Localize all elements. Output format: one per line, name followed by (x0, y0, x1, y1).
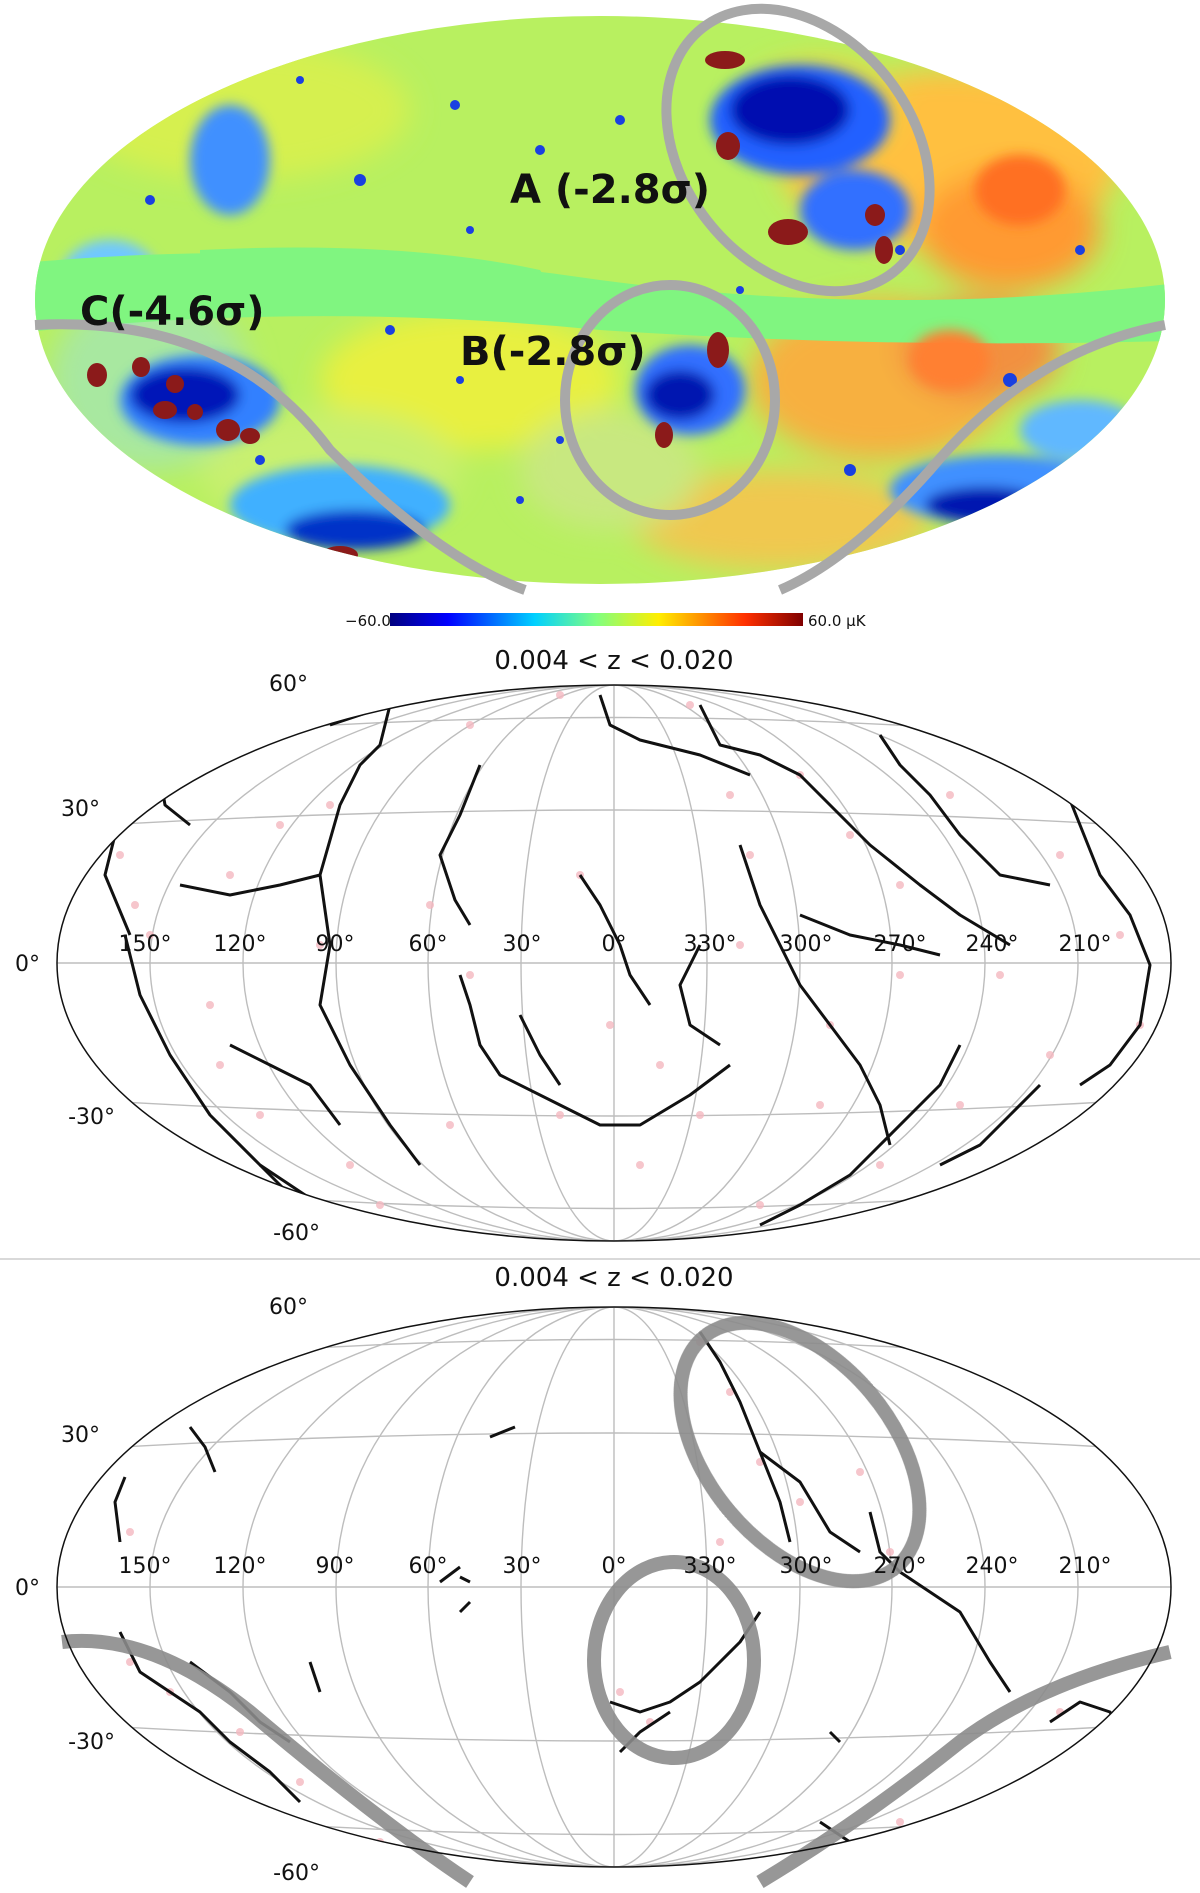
graticule (57, 685, 1171, 1241)
masked-graticule (57, 1307, 1171, 1867)
region-a-contour (661, 3, 935, 297)
lon-tick-330: 330° (684, 932, 737, 957)
masked-map-boundary (56, 1306, 1172, 1868)
masked-lat-tick-minus-60: -60° (273, 1861, 320, 1886)
lat-tick-30: 30° (61, 797, 100, 822)
lon-tick-120: 120° (214, 932, 267, 957)
lon-tick-60: 60° (409, 932, 448, 957)
masked-lon-tick-120: 120° (214, 1554, 267, 1579)
masked-lon-tick-150: 150° (119, 1554, 172, 1579)
masked-lat-tick-30: 30° (61, 1423, 100, 1448)
region-c-contour-west (34, 319, 527, 595)
lon-tick-90: 90° (316, 932, 355, 957)
mask-region-c-east (756, 1645, 1172, 1889)
masked-lon-tick-270: 270° (874, 1554, 927, 1579)
cmb-temperature-map-panel: A (-2.8σ) B(-2.8σ) C(-4.6σ) −60.0 60.0 μ… (0, 0, 1200, 645)
cmb-temperature-map: A (-2.8σ) B(-2.8σ) C(-4.6σ) −60.0 60.0 μ… (34, 3, 1166, 630)
masked-lon-tick-30: 30° (503, 1554, 542, 1579)
lat-tick-0: 0° (15, 952, 40, 977)
lat-tick-60: 60° (269, 672, 308, 697)
masked-lon-tick-240: 240° (966, 1554, 1019, 1579)
lat-tick-minus-30: -30° (68, 1105, 115, 1130)
masked-lon-tick-90: 90° (316, 1554, 355, 1579)
masked-filament-map: 0.004 < z < 0.020 (15, 1263, 1172, 1889)
region-c-contour-east (778, 320, 1166, 595)
mask-region-c-west (61, 1633, 474, 1888)
map-boundary (56, 684, 1172, 1242)
masked-lon-tick-60: 60° (409, 1554, 448, 1579)
colorbar-min-label: −60.0 (345, 612, 391, 630)
colorbar-max-label: 60.0 μK (808, 612, 867, 630)
mask-region-b (587, 1555, 761, 1765)
lon-tick-0: 0° (602, 932, 627, 957)
region-c-label: C(-4.6σ) (80, 289, 265, 335)
region-a-label: A (-2.8σ) (510, 167, 710, 213)
lon-tick-150: 150° (119, 932, 172, 957)
lon-tick-30: 30° (503, 932, 542, 957)
mask-region-a (673, 1315, 927, 1589)
filament-map-panel: 0.004 < z < 0.020 (0, 645, 1200, 1257)
region-b-label: B(-2.8σ) (460, 329, 646, 375)
masked-lon-tick-210: 210° (1059, 1554, 1112, 1579)
panel-divider (0, 1258, 1200, 1260)
masked-lon-tick-330: 330° (684, 1554, 737, 1579)
mask-contours (61, 1315, 1172, 1889)
masked-lat-tick-60: 60° (269, 1295, 308, 1320)
filament-map: 0.004 < z < 0.020 (15, 646, 1172, 1246)
colorbar (390, 613, 803, 626)
masked-lon-tick-300: 300° (780, 1554, 833, 1579)
region-contours (34, 3, 1166, 595)
masked-lat-tick-minus-30: -30° (68, 1730, 115, 1755)
masked-filament-map-panel: 0.004 < z < 0.020 (0, 1262, 1200, 1893)
lat-tick-minus-60: -60° (273, 1221, 320, 1246)
filaments (103, 685, 1152, 1241)
lon-tick-210: 210° (1059, 932, 1112, 957)
masked-lon-tick-0: 0° (602, 1554, 627, 1579)
region-b-contour (560, 280, 780, 520)
masked-map-title: 0.004 < z < 0.020 (494, 1263, 733, 1293)
galaxy-points (116, 691, 1144, 1209)
lon-tick-270: 270° (874, 932, 927, 957)
masked-lat-tick-0: 0° (15, 1576, 40, 1601)
lon-tick-240: 240° (966, 932, 1019, 957)
lon-tick-300: 300° (780, 932, 833, 957)
filament-map-title: 0.004 < z < 0.020 (494, 646, 733, 676)
